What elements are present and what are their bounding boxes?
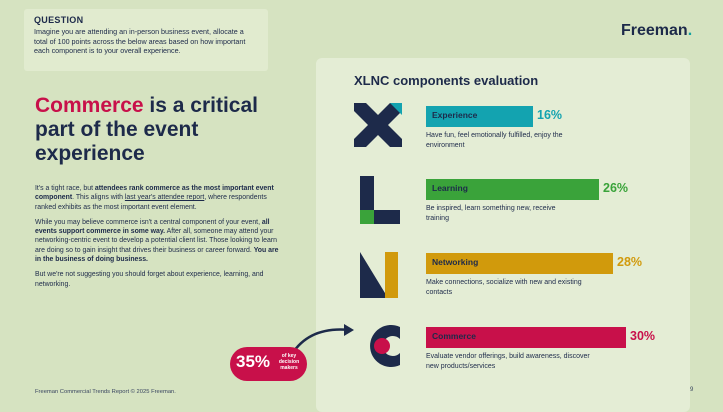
body-paragraph-3: But we're not suggesting you should forg…	[35, 271, 264, 288]
question-title: QUESTION	[34, 15, 84, 25]
experience-x-icon	[354, 103, 402, 147]
desc-networking: Make connections, socialize with new and…	[426, 279, 582, 296]
page-number: 9	[690, 387, 694, 393]
attendee-report-link[interactable]: last year's attendee report	[124, 194, 205, 202]
commerce-c-icon	[370, 325, 400, 367]
badge-value: 35%	[236, 352, 271, 371]
learning-l-icon	[360, 176, 400, 224]
footer-text: Freeman Commercial Trends Report © 2025 …	[35, 389, 176, 395]
headline-rest: is a critical part of the event experien…	[35, 94, 258, 165]
headline-highlight: Commerce	[35, 94, 144, 117]
bar-learning: Learning	[426, 179, 599, 200]
freeman-logo: Freeman.	[621, 22, 693, 39]
question-text: Imagine you are attending an in-person b…	[34, 27, 246, 56]
bar-label-experience: Experience	[432, 110, 478, 120]
desc-learning: Be inspired, learn something new, receiv…	[426, 205, 556, 222]
desc-experience: Have fun, feel emotionally fulfilled, en…	[426, 132, 563, 149]
body-paragraph-2: While you may believe commerce isn't a c…	[35, 218, 279, 264]
decision-makers-badge: 35% of key decision makers	[230, 347, 307, 381]
value-label-commerce: 30%	[630, 329, 656, 343]
bar-label-learning: Learning	[432, 183, 468, 193]
page-headline: Commerce is a critical part of the event…	[35, 94, 295, 166]
bar-commerce: Commerce	[426, 327, 626, 348]
bar-networking: Networking	[426, 253, 613, 274]
bar-experience: Experience	[426, 106, 533, 127]
body-text: It's a tight race, but attendees rank co…	[35, 184, 285, 295]
badge-label: of key decision makers	[278, 353, 300, 371]
bar-label-networking: Networking	[432, 257, 479, 267]
chart-title: XLNC components evaluation	[354, 73, 539, 88]
value-label-networking: 28%	[617, 255, 643, 269]
value-label-experience: 16%	[537, 108, 563, 122]
value-label-learning: 26%	[603, 181, 629, 195]
question-box: QUESTION Imagine you are attending an in…	[24, 9, 268, 71]
bar-label-commerce: Commerce	[432, 331, 476, 341]
desc-commerce: Evaluate vendor offerings, build awarene…	[426, 353, 590, 370]
body-paragraph-1: It's a tight race, but attendees rank co…	[35, 185, 274, 211]
networking-n-icon	[360, 252, 398, 298]
